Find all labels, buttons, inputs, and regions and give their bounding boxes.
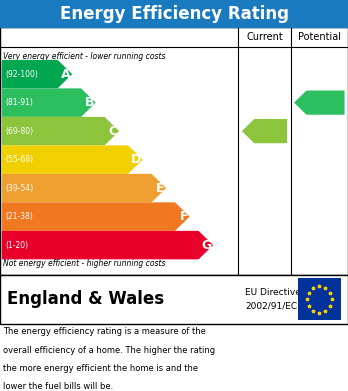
Polygon shape <box>2 117 119 145</box>
Bar <box>298 278 341 320</box>
Text: G: G <box>201 239 212 251</box>
Polygon shape <box>2 231 213 259</box>
Polygon shape <box>2 88 96 117</box>
Polygon shape <box>2 203 190 231</box>
Text: (81-91): (81-91) <box>5 98 33 107</box>
Text: (69-80): (69-80) <box>5 127 33 136</box>
Text: lower the fuel bills will be.: lower the fuel bills will be. <box>3 382 114 391</box>
Text: (39-54): (39-54) <box>5 184 33 193</box>
Text: (92-100): (92-100) <box>5 70 38 79</box>
Polygon shape <box>242 119 287 143</box>
Bar <box>0 27 348 274</box>
Text: Potential: Potential <box>298 32 341 42</box>
Text: The energy efficiency rating is a measure of the: The energy efficiency rating is a measur… <box>3 327 206 336</box>
Polygon shape <box>294 90 345 115</box>
Text: the more energy efficient the home is and the: the more energy efficient the home is an… <box>3 364 199 373</box>
Bar <box>0 274 348 324</box>
Text: Very energy efficient - lower running costs: Very energy efficient - lower running co… <box>3 52 166 61</box>
Text: 84: 84 <box>311 96 328 109</box>
Text: Current: Current <box>246 32 283 42</box>
Text: E: E <box>156 181 164 195</box>
Text: F: F <box>180 210 188 223</box>
Text: D: D <box>131 153 141 166</box>
Text: England & Wales: England & Wales <box>7 291 164 308</box>
Text: Not energy efficient - higher running costs: Not energy efficient - higher running co… <box>3 259 166 268</box>
Text: 70: 70 <box>256 125 273 138</box>
Text: (21-38): (21-38) <box>5 212 33 221</box>
Text: B: B <box>85 96 94 109</box>
Text: A: A <box>61 68 70 81</box>
Polygon shape <box>2 60 72 88</box>
Polygon shape <box>2 145 143 174</box>
Text: (1-20): (1-20) <box>5 240 28 249</box>
Text: overall efficiency of a home. The higher the rating: overall efficiency of a home. The higher… <box>3 346 216 355</box>
Text: EU Directive: EU Directive <box>245 288 301 297</box>
Text: Energy Efficiency Rating: Energy Efficiency Rating <box>60 5 288 23</box>
Text: (55-68): (55-68) <box>5 155 33 164</box>
Text: 2002/91/EC: 2002/91/EC <box>245 302 298 311</box>
Polygon shape <box>2 174 166 203</box>
Bar <box>0 0 348 27</box>
Text: C: C <box>108 125 118 138</box>
